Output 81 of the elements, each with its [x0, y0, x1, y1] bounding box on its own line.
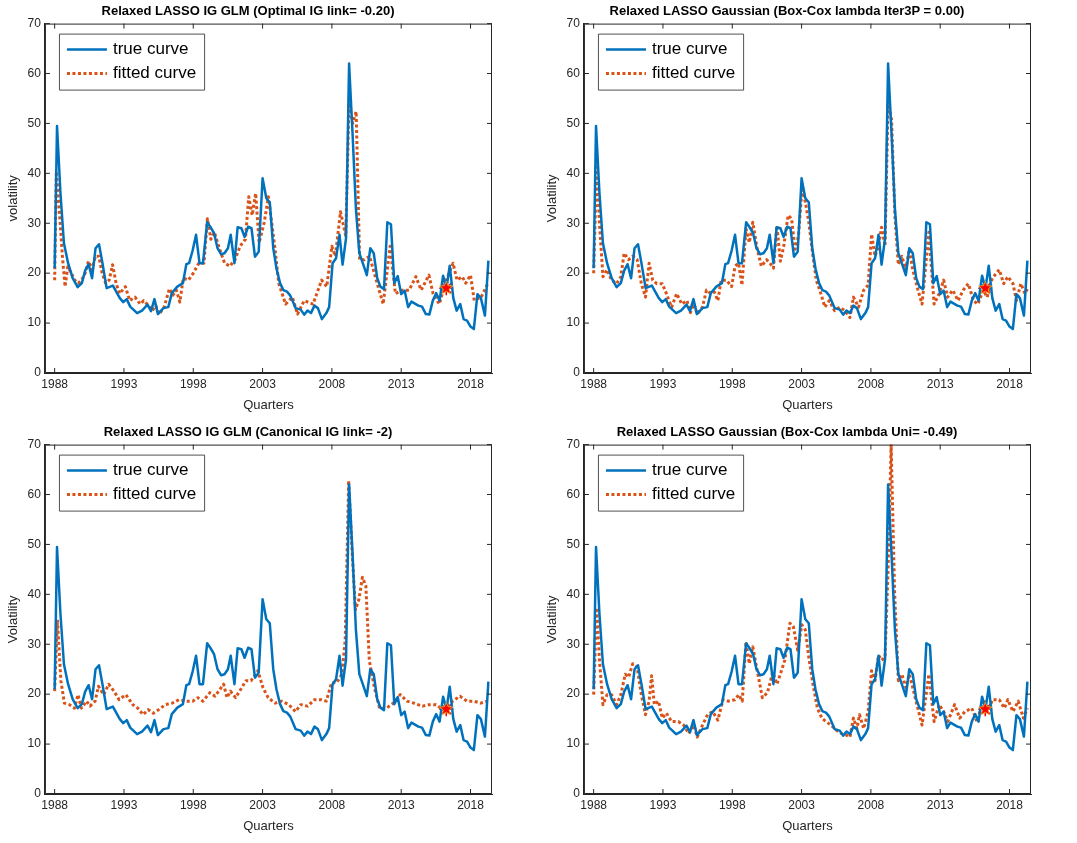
y-axis-title: Volatility [544, 173, 560, 223]
y-tick-label: 30 [566, 215, 581, 230]
x-tick-label: 2018 [457, 797, 485, 812]
x-tick-label: 1993 [110, 376, 138, 391]
legend-label: fitted curve [112, 63, 197, 83]
x-tick-label: 2013 [387, 797, 415, 812]
legend-label: fitted curve [651, 484, 736, 504]
x-tick-label: 1988 [41, 797, 69, 812]
y-tick-label: 70 [566, 15, 581, 30]
x-tick-label: 2018 [996, 376, 1024, 391]
y-tick-label: 40 [27, 586, 42, 601]
legend-label: fitted curve [112, 484, 197, 504]
y-tick-label: 0 [34, 786, 42, 801]
y-tick-label: 40 [566, 165, 581, 180]
x-tick-label: 2018 [996, 797, 1024, 812]
x-tick-label: 1998 [718, 797, 746, 812]
y-tick-label: 0 [573, 786, 581, 801]
x-tick-label: 2008 [318, 797, 346, 812]
y-tick-label: 70 [566, 436, 581, 451]
legend-label: true curve [112, 460, 189, 480]
y-tick-label: 60 [27, 486, 42, 501]
x-tick-label: 2003 [788, 797, 816, 812]
y-tick-label: 10 [566, 736, 581, 751]
chart-title: Relaxed LASSO IG GLM (Optimal IG link= -0.20) [101, 3, 395, 19]
y-axis-title: volatility [5, 174, 21, 222]
y-tick-label: 20 [566, 686, 581, 701]
line-series [592, 444, 1029, 739]
x-axis-title: Quarters [782, 817, 834, 833]
y-tick-label: 70 [27, 15, 42, 30]
y-tick-label: 40 [566, 586, 581, 601]
x-tick-label: 2013 [926, 376, 954, 391]
y-tick-label: 50 [27, 115, 42, 130]
y-tick-label: 20 [566, 265, 581, 280]
x-tick-label: 2003 [788, 376, 816, 391]
x-tick-label: 1988 [580, 797, 608, 812]
x-tick-label: 2003 [249, 797, 277, 812]
y-axis-title: Volatility [544, 594, 560, 644]
x-tick-label: 2003 [249, 376, 277, 391]
x-tick-label: 2008 [857, 376, 885, 391]
x-axis-title: Quarters [243, 817, 295, 833]
x-tick-label: 1993 [110, 797, 138, 812]
legend-label: fitted curve [651, 63, 736, 83]
x-tick-label: 1988 [580, 376, 608, 391]
x-axis-title: Quarters [782, 396, 834, 412]
x-tick-label: 2018 [457, 376, 485, 391]
y-tick-label: 20 [27, 686, 42, 701]
y-tick-label: 30 [27, 636, 42, 651]
y-tick-label: 30 [566, 636, 581, 651]
x-axis-title: Quarters [243, 396, 295, 412]
x-tick-label: 1998 [718, 376, 746, 391]
y-tick-label: 50 [566, 536, 581, 551]
x-tick-label: 1988 [41, 376, 69, 391]
x-tick-label: 2008 [318, 376, 346, 391]
y-tick-label: 40 [27, 165, 42, 180]
legend-label: true curve [112, 39, 189, 59]
x-tick-label: 1993 [649, 376, 677, 391]
chart-title: Relaxed LASSO IG GLM (Canonical IG link= -2) [103, 424, 393, 440]
y-tick-label: 60 [566, 486, 581, 501]
y-tick-label: 70 [27, 436, 42, 451]
y-tick-label: 0 [34, 365, 42, 380]
y-tick-label: 60 [27, 65, 42, 80]
x-tick-label: 2008 [857, 797, 885, 812]
x-tick-label: 2013 [926, 797, 954, 812]
chart-title: Relaxed LASSO Gaussian (Box-Cox lambda Uni= -0.49) [616, 424, 958, 440]
y-tick-label: 20 [27, 265, 42, 280]
y-tick-label: 10 [27, 736, 42, 751]
y-tick-label: 50 [27, 536, 42, 551]
y-tick-label: 30 [27, 215, 42, 230]
x-tick-label: 1998 [179, 797, 207, 812]
x-tick-label: 1993 [649, 797, 677, 812]
legend-label: true curve [651, 39, 728, 59]
x-tick-label: 1998 [179, 376, 207, 391]
y-tick-label: 50 [566, 115, 581, 130]
y-tick-label: 10 [27, 315, 42, 330]
y-axis-title: Volatility [5, 594, 21, 644]
chart-title: Relaxed LASSO Gaussian (Box-Cox lambda Iter3P = 0.00) [609, 3, 965, 19]
x-tick-label: 2013 [387, 376, 415, 391]
y-tick-label: 0 [573, 365, 581, 380]
legend-label: true curve [651, 460, 728, 480]
y-tick-label: 10 [566, 315, 581, 330]
y-tick-label: 60 [566, 65, 581, 80]
